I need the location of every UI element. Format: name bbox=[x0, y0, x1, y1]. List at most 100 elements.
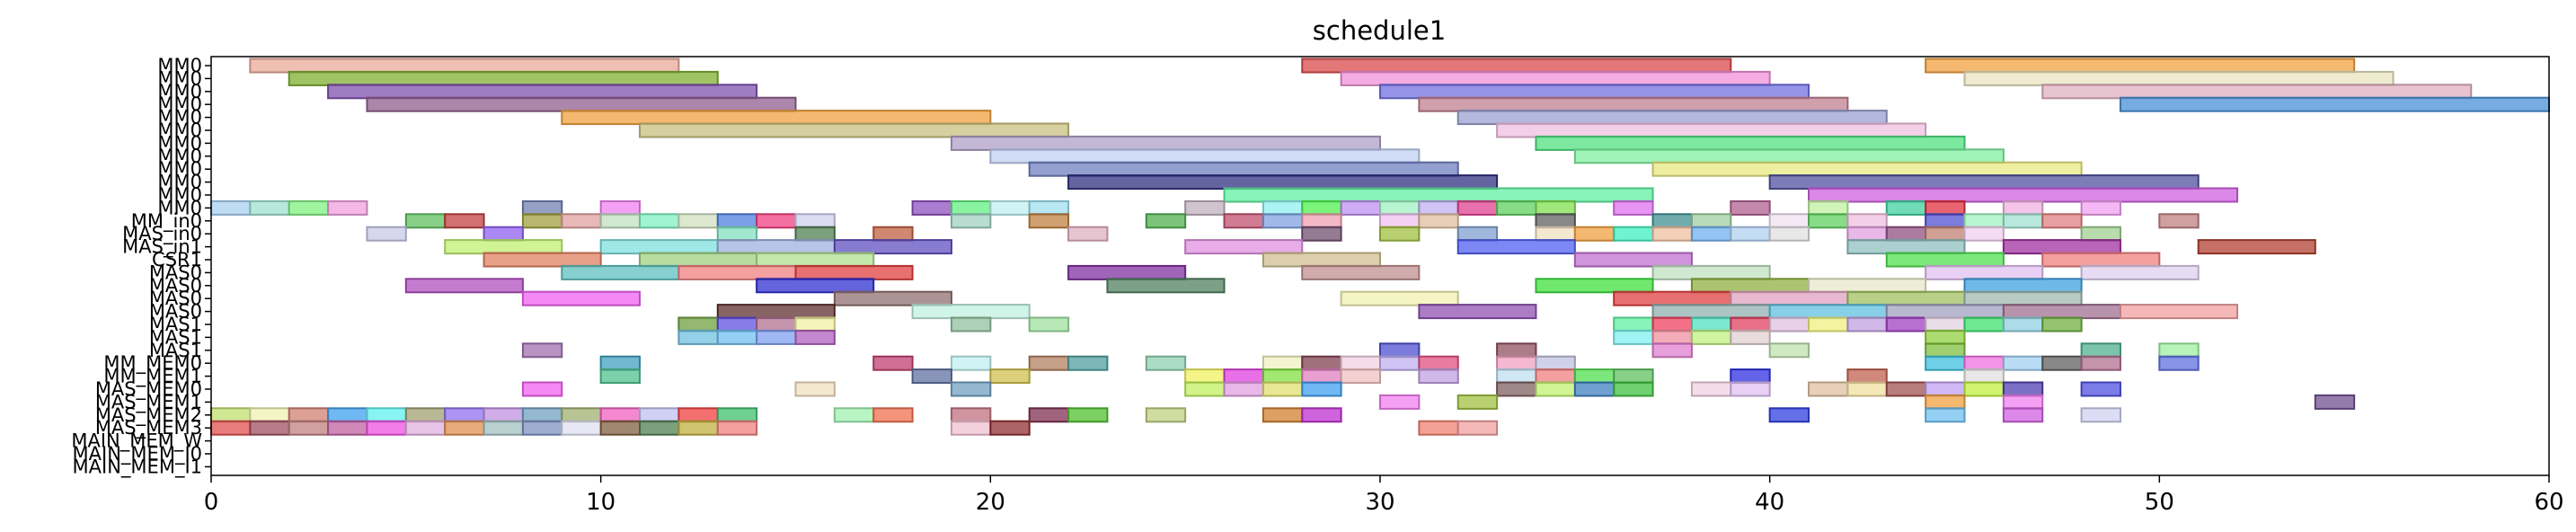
task-bar-mm-in0-56 bbox=[599, 213, 642, 229]
task-bar-mm-in0-54 bbox=[521, 213, 563, 229]
task-bar-mas1-153 bbox=[1028, 316, 1070, 332]
task-bar-mm0-37 bbox=[1261, 200, 1304, 216]
task-bar-mm0-11 bbox=[2119, 96, 2550, 112]
task-bar-csr1-115 bbox=[1573, 252, 1693, 268]
task-bar-mm-in0-78 bbox=[2002, 213, 2044, 229]
task-bar-mm-mem0-185 bbox=[950, 355, 992, 371]
y-axis-labels: MM0MM0MM0MM0MM0MM0MM0MM0MM0MM0MM0MM0MM_i… bbox=[71, 55, 211, 478]
y-tick-label: MAS1 bbox=[149, 314, 202, 335]
task-bar-mas-mem0-223 bbox=[1261, 381, 1304, 397]
task-bar-mm0-18 bbox=[989, 148, 1421, 164]
task-bar-mas-mem1-242 bbox=[2314, 394, 2356, 410]
task-bar-mm-mem1-211 bbox=[1496, 368, 1537, 385]
task-bar-mm-mem0-193 bbox=[1418, 355, 1459, 371]
task-bar-mas1-166 bbox=[677, 329, 719, 345]
task-bar-mas-mem2-244 bbox=[249, 407, 290, 423]
x-axis: 0 10 20 30 40 50 60 bbox=[204, 475, 2564, 516]
y-tick-label: MAIN_MEM_W bbox=[71, 430, 202, 453]
task-bar-mas-mem0-222 bbox=[1223, 381, 1264, 397]
task-bar-mas1-181 bbox=[2080, 342, 2121, 359]
y-tick-label: MAS_MEM0 bbox=[95, 378, 202, 401]
task-bar-mm-mem0-196 bbox=[1925, 355, 1966, 371]
task-bar-csr1-114 bbox=[1261, 252, 1382, 268]
task-bar-mas-in0-94 bbox=[1690, 226, 1732, 242]
task-bar-mas1-150 bbox=[756, 316, 797, 332]
task-bar-mas-mem3-284 bbox=[989, 420, 1031, 436]
x-tick-label: 30 bbox=[1365, 489, 1394, 516]
task-bar-mas-mem0-226 bbox=[1535, 381, 1576, 397]
task-bar-mas-in1-106 bbox=[1184, 239, 1304, 255]
task-bar-mas1-174 bbox=[1925, 329, 1966, 345]
task-bar-mas-mem0-228 bbox=[1613, 381, 1654, 397]
task-bar-mas1-155 bbox=[1651, 316, 1693, 332]
task-bar-mas-mem0-218 bbox=[521, 381, 563, 397]
y-tick-label: MM0 bbox=[157, 55, 202, 76]
task-bar-mas0-140 bbox=[716, 304, 836, 320]
task-bar-mas1-162 bbox=[1925, 316, 1966, 332]
task-bar-mas-in1-105 bbox=[833, 239, 952, 255]
task-bar-mm-in0-70 bbox=[1535, 213, 1576, 229]
task-bar-mas-in0-85 bbox=[872, 226, 914, 242]
task-bar-mas-mem2-262 bbox=[1145, 407, 1187, 423]
task-bar-mas-mem3-269 bbox=[210, 420, 252, 436]
x-tick-label: 20 bbox=[976, 489, 1005, 516]
task-bar-mm-mem0-192 bbox=[1379, 355, 1421, 371]
task-bar-mm-mem1-205 bbox=[1184, 368, 1226, 385]
task-bar-mm-in0-63 bbox=[1028, 213, 1070, 229]
task-bar-mas-mem2-268 bbox=[2080, 407, 2121, 423]
task-bar-csr1-116 bbox=[1885, 252, 2005, 268]
task-bar-mm-mem0-183 bbox=[599, 355, 642, 371]
y-tick-label: MAS_MEM2 bbox=[95, 404, 202, 427]
y-tick-label: MM0 bbox=[157, 107, 202, 129]
task-bar-mas-mem1-238 bbox=[1379, 394, 1421, 410]
task-bar-mm0-6 bbox=[327, 84, 758, 100]
task-bar-mas-mem2-250 bbox=[482, 407, 524, 423]
task-bar-mas-mem2-245 bbox=[288, 407, 330, 423]
x-tick-label: 10 bbox=[586, 489, 615, 516]
task-bar-mm0-46 bbox=[1730, 200, 1771, 216]
task-bar-mas-in0-84 bbox=[794, 226, 836, 242]
task-bar-mas0-119 bbox=[677, 264, 797, 280]
task-bar-mas-mem2-256 bbox=[716, 407, 758, 423]
y-tick-label: MAIN_MEM_I1 bbox=[73, 456, 202, 478]
task-bar-mas0-126 bbox=[404, 278, 524, 294]
task-bar-mm0-25 bbox=[1808, 187, 2239, 203]
task-bar-mm-in0-58 bbox=[677, 213, 719, 229]
y-tick-label: MAS0 bbox=[149, 275, 202, 297]
task-bar-mas0-123 bbox=[1651, 264, 1771, 280]
task-bar-mas-in0-100 bbox=[1963, 226, 2005, 242]
task-bar-mm-in0-57 bbox=[639, 213, 680, 229]
task-bar-mm-in0-76 bbox=[1925, 213, 1966, 229]
task-bar-mas0-124 bbox=[1925, 264, 2044, 280]
task-bar-mas1-154 bbox=[1613, 316, 1654, 332]
task-bar-mas0-138 bbox=[1846, 290, 1966, 306]
task-bar-mm-in0-65 bbox=[1223, 213, 1264, 229]
task-bar-mas-mem2-263 bbox=[1261, 407, 1304, 423]
task-bar-mm0-40 bbox=[1379, 200, 1421, 216]
y-tick-label: MM_in0 bbox=[131, 210, 202, 233]
y-tick-label: MAS_MEM1 bbox=[95, 391, 202, 413]
x-tick-label: 40 bbox=[1755, 489, 1784, 516]
task-bar-mm-in0-73 bbox=[1768, 213, 1810, 229]
y-tick-label: MAS_MEM3 bbox=[95, 417, 202, 439]
task-bar-mm-mem1-217 bbox=[1963, 368, 2005, 385]
task-bar-mm-in0-75 bbox=[1846, 213, 1888, 229]
task-bar-mm0-10 bbox=[1418, 96, 1849, 112]
task-bar-mm0-36 bbox=[1184, 200, 1226, 216]
task-bar-mm-mem0-189 bbox=[1261, 355, 1304, 371]
task-bar-mas0-122 bbox=[1301, 264, 1421, 280]
task-bar-mm0-2 bbox=[1925, 58, 2356, 74]
task-bar-mas-mem0-224 bbox=[1301, 381, 1342, 397]
task-bar-mm0-47 bbox=[1808, 200, 1849, 216]
y-tick-label: MM_MEM0 bbox=[103, 352, 202, 375]
task-bar-mas-mem2-265 bbox=[1768, 407, 1810, 423]
task-bar-mm0-26 bbox=[210, 200, 252, 216]
y-tick-label: MAS1 bbox=[149, 326, 202, 348]
y-tick-label: MM0 bbox=[157, 120, 202, 141]
task-bar-mm-in0-68 bbox=[1379, 213, 1421, 229]
task-bar-csr1-111 bbox=[482, 252, 602, 268]
task-bar-mm-mem0-200 bbox=[2080, 355, 2121, 371]
task-bar-mas-mem2-259 bbox=[950, 407, 992, 423]
task-bar-mas0-120 bbox=[794, 264, 914, 280]
task-bar-mas0-136 bbox=[1613, 290, 1732, 306]
